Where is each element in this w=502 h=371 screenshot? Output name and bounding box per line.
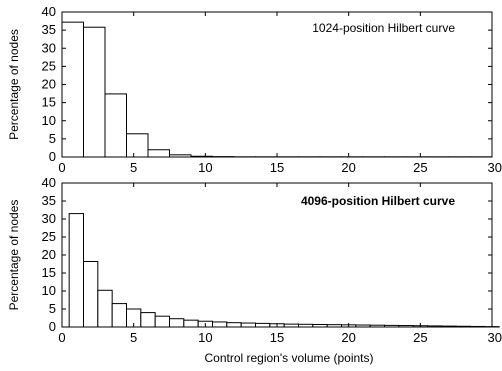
y-tick-label: 5 [49, 301, 56, 316]
x-tick-label: 5 [130, 160, 137, 175]
y-tick-label: 20 [42, 247, 56, 262]
y-tick-label: 10 [42, 113, 56, 128]
x-tick-label: 25 [413, 330, 427, 345]
x-tick-label: 15 [270, 160, 284, 175]
panel-annotation: 1024-position Hilbert curve [312, 21, 455, 35]
histogram-bar [154, 315, 171, 328]
x-tick-label: 0 [58, 330, 65, 345]
histogram-bar [226, 322, 242, 328]
histogram-bar [240, 322, 257, 328]
y-tick-label: 15 [42, 265, 56, 280]
histogram-bar [255, 322, 271, 328]
y-tick-label: 25 [42, 58, 56, 73]
histogram-bar [83, 260, 99, 328]
histogram-bar [169, 318, 185, 328]
y-axis-title: Percentage of nodes [7, 200, 21, 311]
histogram-bar [61, 21, 84, 158]
histogram-bar [183, 319, 199, 328]
panel-annotation: 4096-position Hilbert curve [301, 194, 455, 208]
y-tick-label: 40 [42, 175, 56, 190]
y-tick-label: 10 [42, 283, 56, 298]
x-tick-label: 20 [341, 160, 355, 175]
y-tick-label: 30 [42, 40, 56, 55]
x-tick-label: 30 [488, 330, 502, 345]
histogram-bar [111, 303, 127, 328]
y-tick-label: 5 [49, 131, 56, 146]
y-tick-label: 25 [42, 229, 56, 244]
histogram-bar [140, 312, 156, 328]
x-tick-label: 20 [341, 330, 355, 345]
histogram-bar [104, 93, 127, 158]
x-axis-title: Control region's volume (points) [204, 351, 373, 365]
x-tick-label: 10 [198, 330, 212, 345]
y-tick-label: 35 [42, 193, 56, 208]
x-tick-label: 10 [198, 160, 212, 175]
histogram-bar [97, 289, 113, 328]
y-axis-title: Percentage of nodes [7, 29, 21, 140]
x-tick-label: 25 [413, 160, 427, 175]
y-tick-label: 0 [49, 319, 56, 334]
y-tick-label: 15 [42, 95, 56, 110]
histogram-bar [68, 213, 84, 328]
x-tick-label: 15 [270, 330, 284, 345]
histogram-bar [147, 149, 170, 158]
x-tick-label: 5 [130, 330, 137, 345]
histogram-bar [126, 133, 149, 158]
y-tick-label: 35 [42, 22, 56, 37]
x-tick-label: 30 [488, 160, 502, 175]
histogram-bar [212, 321, 228, 328]
y-tick-label: 0 [49, 149, 56, 164]
histogram-bar [83, 26, 106, 158]
y-tick-label: 20 [42, 77, 56, 92]
y-tick-label: 30 [42, 211, 56, 226]
x-tick-label: 0 [58, 160, 65, 175]
y-tick-label: 40 [42, 4, 56, 19]
